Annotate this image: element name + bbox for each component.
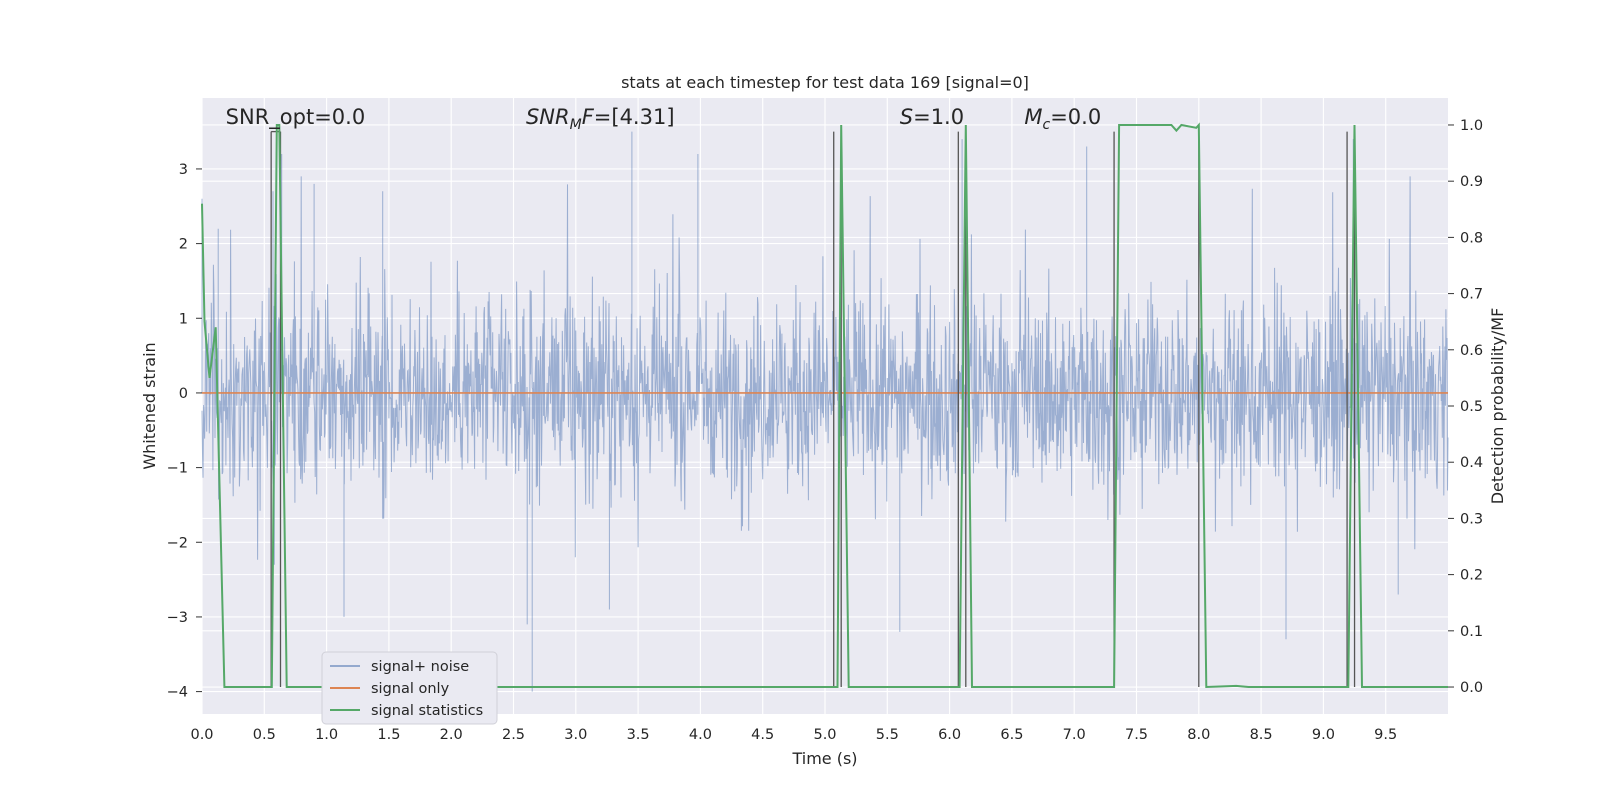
signal-statistics-line xyxy=(201,122,1448,689)
chart-title: stats at each timestep for test data 169… xyxy=(621,73,1029,92)
snr-mf-annotation: SNRMF=[4.31] xyxy=(526,105,675,133)
y2-tick-label: 0.7 xyxy=(1460,287,1483,303)
x-tick-label: 5.0 xyxy=(813,727,836,743)
y2-tick-label: 0.8 xyxy=(1460,230,1483,246)
x-tick-label: 9.0 xyxy=(1312,727,1335,743)
x-tick-label: 8.5 xyxy=(1250,727,1273,743)
x-tick-label: 9.5 xyxy=(1374,727,1397,743)
y2-axis-label: Detection probability/MF xyxy=(1488,308,1507,505)
x-tick-label: 4.5 xyxy=(751,727,774,743)
y2-tick-label: 0.3 xyxy=(1460,511,1483,527)
legend-label-noise: signal+ noise xyxy=(371,659,469,675)
s-annotation: S=1.0 xyxy=(900,105,964,129)
y-tick-label: −2 xyxy=(167,535,188,551)
y2-tick-label: 0.0 xyxy=(1460,680,1483,696)
snr-opt-annotation: SNR_opt=0.0 xyxy=(226,105,366,130)
y-tick-label: 3 xyxy=(179,162,188,178)
x-tick-label: 6.5 xyxy=(1000,727,1023,743)
legend-label-signal: signal only xyxy=(371,681,450,697)
y-tick-label: 0 xyxy=(179,386,188,402)
x-axis-label: Time (s) xyxy=(791,749,857,768)
x-tick-label: 3.5 xyxy=(627,727,650,743)
y-axis-label: Whitened strain xyxy=(140,342,159,469)
y2-tick-label: 0.1 xyxy=(1460,624,1483,640)
annotations: SNR_opt=0.0 SNRMF=[4.31] S=1.0 Mc=0.0 xyxy=(226,105,1102,133)
y-tick-label: 2 xyxy=(179,237,188,253)
x-tick-label: 1.0 xyxy=(315,727,338,743)
vertical-markers xyxy=(270,130,1356,688)
x-tick-label: 8.0 xyxy=(1187,727,1210,743)
y2-tick-label: 0.9 xyxy=(1460,174,1483,190)
x-tick-label: 5.5 xyxy=(876,727,899,743)
y-tick-label: 1 xyxy=(179,311,188,327)
y2-tick-label: 0.4 xyxy=(1460,455,1483,471)
x-tick-label: 6.0 xyxy=(938,727,961,743)
x-tick-label: 2.0 xyxy=(440,727,463,743)
x-tick-label: 4.0 xyxy=(689,727,712,743)
mc-annotation: Mc=0.0 xyxy=(1024,105,1101,133)
y-tick-label: −3 xyxy=(167,610,188,626)
x-tick-label: 3.0 xyxy=(564,727,587,743)
y-tick-label: −4 xyxy=(167,685,188,701)
y2-tick-label: 0.2 xyxy=(1460,568,1483,584)
tick-labels: 0.0 0.5 1.0 1.5 2.0 2.5 3.0 3.5 4.0 4.5 5.0 5.5 6.0 6… xyxy=(167,118,1483,743)
x-tick-label: 2.5 xyxy=(502,727,525,743)
x-tick-label: 0.0 xyxy=(190,727,213,743)
legend-label-stats: signal statistics xyxy=(371,703,483,719)
x-tick-label: 0.5 xyxy=(253,727,276,743)
signal-statistics-series xyxy=(201,122,1448,689)
x-tick-label: 7.0 xyxy=(1063,727,1086,743)
legend-box xyxy=(321,651,498,725)
y-tick-label: −1 xyxy=(167,461,188,477)
x-tick-label: 1.5 xyxy=(377,727,400,743)
legend: signal+ noise signal only signal statist… xyxy=(321,651,498,725)
y2-tick-label: 1.0 xyxy=(1460,118,1483,134)
y2-tick-label: 0.6 xyxy=(1460,343,1483,359)
x-tick-label: 7.5 xyxy=(1125,727,1148,743)
y2-tick-label: 0.5 xyxy=(1460,399,1483,415)
